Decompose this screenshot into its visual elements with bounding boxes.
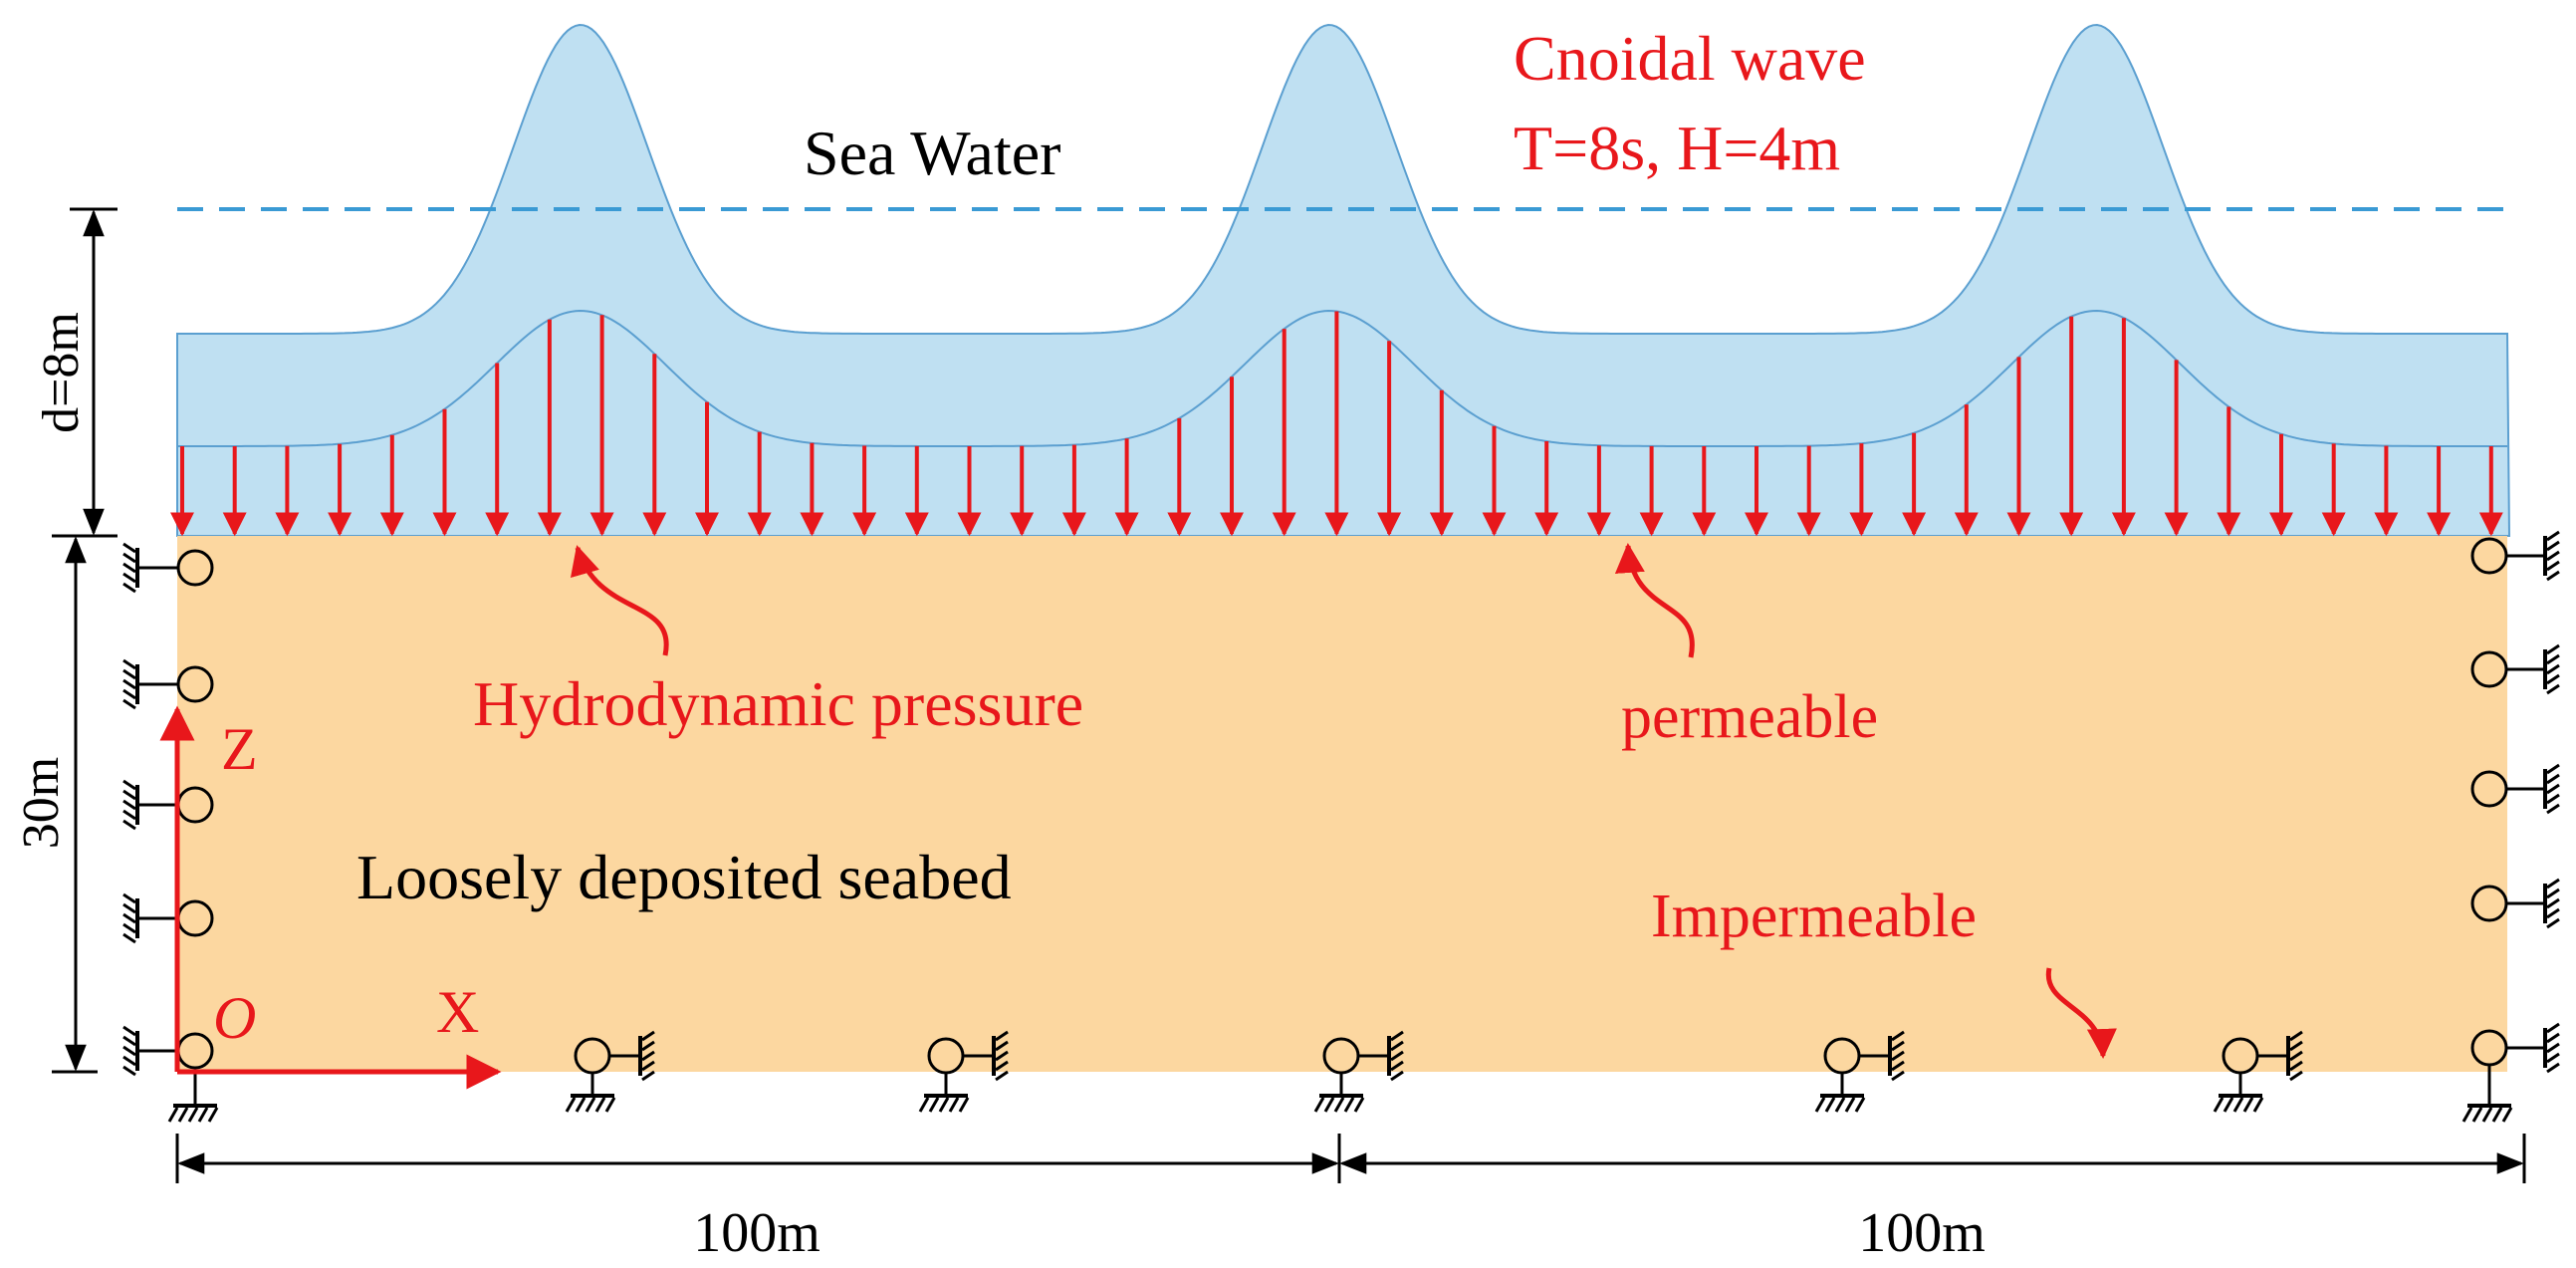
ground-hatch-icon: [918, 1094, 970, 1114]
ground-hatch-icon: [565, 1094, 616, 1114]
pressure-arrows: [170, 311, 2503, 537]
roller-support-icon: [121, 658, 214, 710]
x-axis-label: X: [436, 979, 479, 1045]
sea-water-region: [176, 23, 2511, 537]
span-right-label: 100m: [1858, 1202, 1986, 1263]
roller-support-icon: [2470, 643, 2561, 695]
pressure-envelope-curve: [177, 309, 2507, 447]
impermeable-pointer-arrow: [2045, 967, 2117, 1059]
permeable-pointer-arrow: [1614, 543, 1695, 658]
seabed-region: [177, 536, 2507, 1072]
hydro-pressure-pointer-arrow: [571, 545, 669, 656]
span-left-label: 100m: [693, 1202, 820, 1263]
roller-support-icon: [2213, 1030, 2304, 1114]
roller-support-icon: [565, 1030, 656, 1114]
origin-label: O: [213, 985, 256, 1051]
roller-support-icon: [121, 542, 214, 594]
sea-water-label: Sea Water: [804, 118, 1060, 188]
wave-params-label: T=8s, H=4m: [1514, 113, 1840, 183]
roller-support-icon: [2470, 763, 2561, 815]
depth-dimension: d=8m: [33, 207, 117, 538]
roller-support-icon: [2470, 878, 2561, 929]
ground-hatch-icon: [2213, 1094, 2264, 1114]
seabed-label: Loosely deposited seabed: [356, 842, 1012, 912]
roller-support-icon: [2470, 530, 2561, 582]
seabed-depth-label: 30m: [13, 757, 70, 849]
permeable-label: permeable: [1621, 683, 1878, 751]
roller-support-icon: [1313, 1030, 1405, 1114]
coordinate-axes: Z X O: [159, 705, 502, 1090]
roller-support-icon: [918, 1030, 1010, 1114]
impermeable-label: Impermeable: [1651, 883, 1977, 950]
roller-support-icon: [167, 1065, 2513, 1124]
ground-hatch-icon: [1814, 1094, 1866, 1114]
wave-title-label: Cnoidal wave: [1514, 23, 1866, 94]
z-axis-label: Z: [221, 716, 258, 782]
span-dimension: 100m 100m: [175, 1134, 2526, 1264]
seabed-depth-dimension: 30m: [13, 534, 98, 1074]
hydrodynamic-pressure-label: Hydrodynamic pressure: [473, 668, 1083, 739]
roller-support-icon: [1814, 1030, 1906, 1114]
depth-label: d=8m: [33, 312, 90, 433]
boundary-supports: [121, 530, 2561, 1124]
ground-hatch-icon: [1313, 1094, 1365, 1114]
